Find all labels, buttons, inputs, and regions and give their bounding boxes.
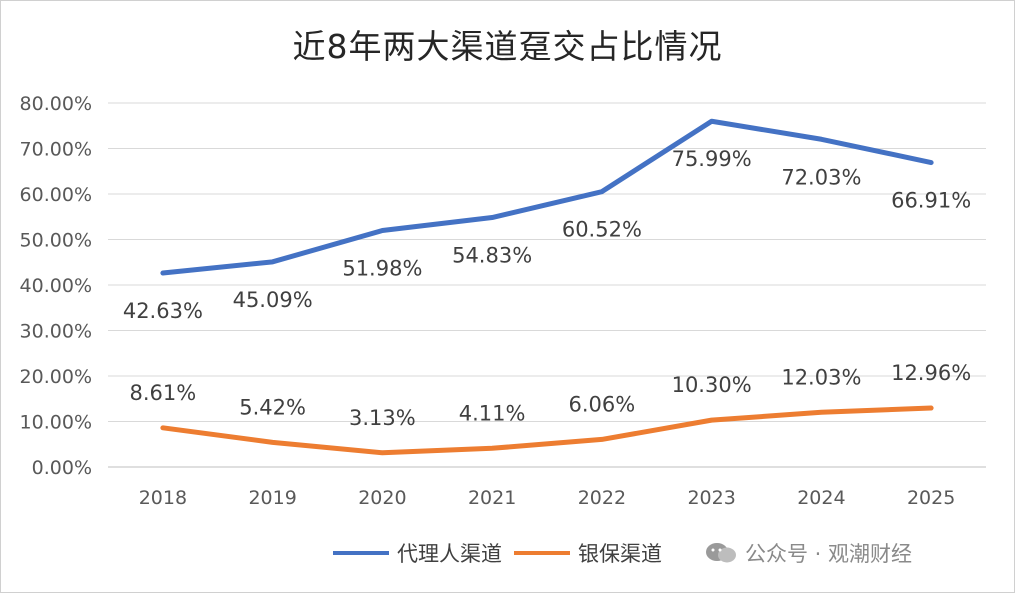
y-tick-label: 0.00% (32, 457, 92, 479)
legend-item-bank: 银保渠道 (514, 538, 662, 568)
series-line-0 (160, 118, 934, 276)
watermark-text: 公众号 · 观潮财经 (745, 542, 913, 566)
y-tick-label: 50.00% (20, 230, 92, 252)
data-label: 12.03% (781, 365, 861, 389)
x-tick-label: 2025 (907, 487, 955, 509)
y-tick-label: 30.00% (20, 321, 92, 343)
data-label: 3.13% (349, 406, 416, 430)
legend-swatch-bank (514, 551, 570, 555)
x-tick-label: 2018 (139, 487, 187, 509)
y-tick-label: 40.00% (20, 275, 92, 297)
x-tick-label: 2019 (248, 487, 296, 509)
x-tick-label: 2021 (468, 487, 516, 509)
y-tick-label: 80.00% (20, 93, 92, 115)
x-tick-label: 2022 (578, 487, 626, 509)
data-label: 10.30% (672, 373, 752, 397)
data-label: 54.83% (452, 244, 532, 268)
x-tick-label: 2020 (358, 487, 406, 509)
data-label: 66.91% (891, 189, 971, 213)
data-label: 8.61% (130, 381, 197, 405)
x-tick-label: 2023 (687, 487, 735, 509)
data-label: 5.42% (239, 395, 306, 419)
legend-label-agent: 代理人渠道 (397, 542, 502, 566)
data-label: 4.11% (459, 401, 526, 425)
data-label: 6.06% (569, 392, 636, 416)
wechat-icon (705, 542, 737, 564)
data-label: 75.99% (672, 147, 752, 171)
data-label: 42.63% (123, 299, 203, 323)
series-line-1 (160, 405, 934, 456)
legend-label-bank: 银保渠道 (578, 542, 662, 566)
x-tick-label: 2024 (797, 487, 845, 509)
data-label: 72.03% (781, 165, 861, 189)
data-label: 12.96% (891, 361, 971, 385)
legend-item-agent: 代理人渠道 (333, 538, 502, 568)
chart-title: 近8年两大渠道趸交占比情况 (292, 27, 723, 66)
data-label: 45.09% (233, 288, 313, 312)
watermark: 公众号 · 观潮财经 (705, 538, 912, 568)
data-label: 51.98% (342, 256, 422, 280)
y-tick-label: 70.00% (20, 139, 92, 161)
y-tick-label: 60.00% (20, 184, 92, 206)
data-label: 60.52% (562, 218, 642, 242)
chart-legend: 代理人渠道 银保渠道 (333, 538, 662, 568)
legend-swatch-agent (333, 551, 389, 555)
y-tick-label: 10.00% (20, 412, 92, 434)
y-tick-label: 20.00% (20, 366, 92, 388)
